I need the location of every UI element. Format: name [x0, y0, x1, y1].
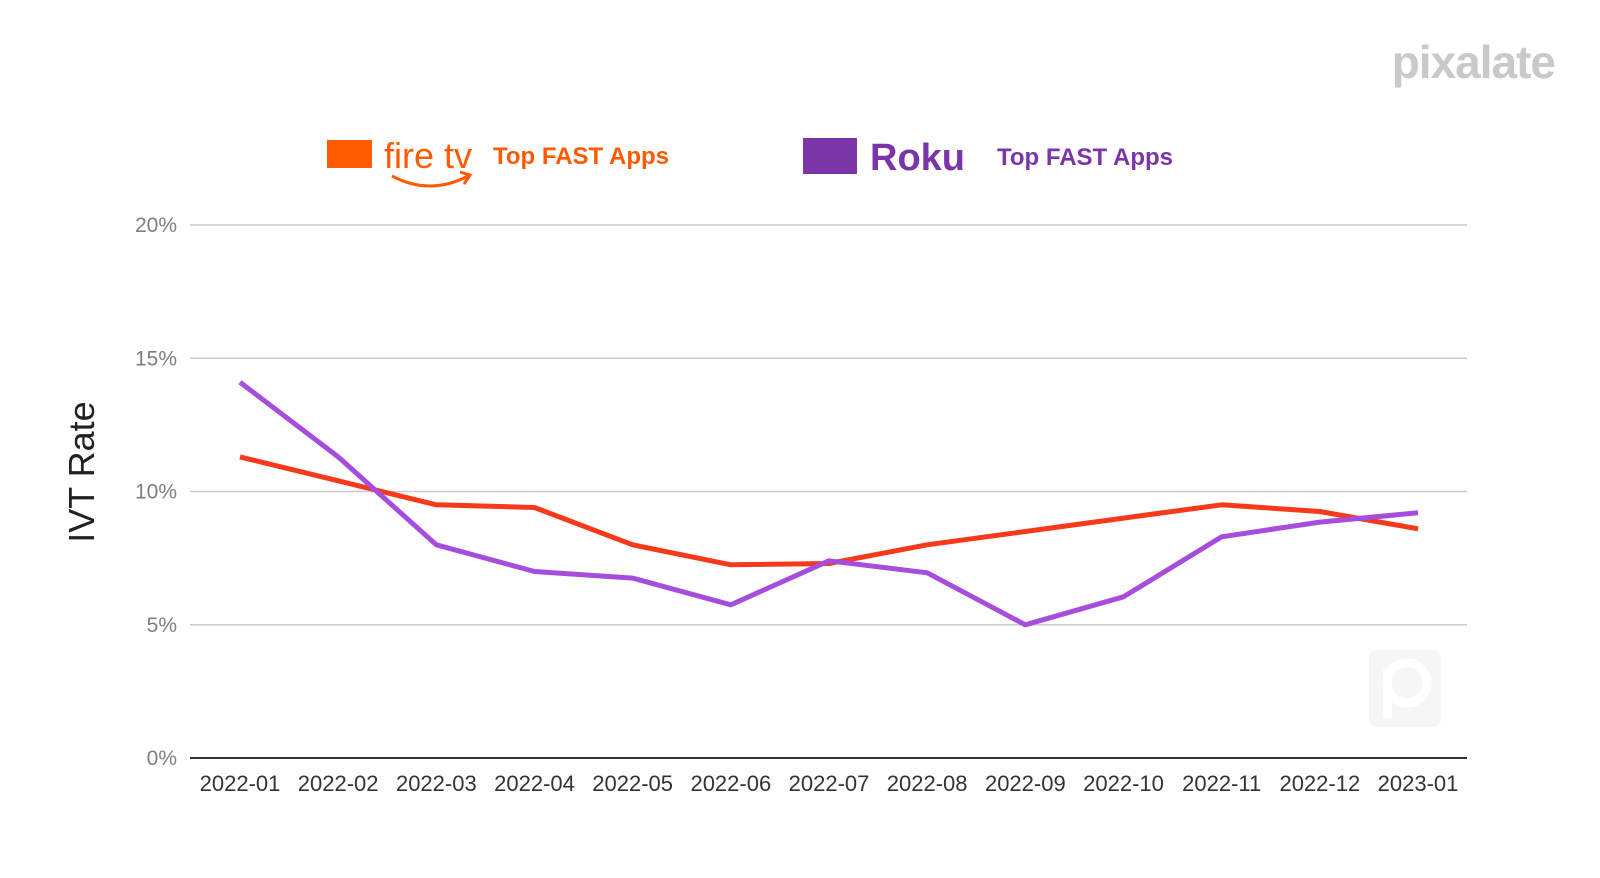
legend-brand-firetv: fire tv [384, 135, 472, 176]
x-tick-label: 2022-05 [592, 771, 673, 796]
legend-item-roku: Roku Top FAST Apps [803, 137, 1173, 179]
x-tick-label: 2022-06 [690, 771, 771, 796]
x-tick-label: 2022-08 [887, 771, 968, 796]
x-tick-label: 2022-01 [200, 771, 281, 796]
legend-label-firetv: Top FAST Apps [493, 143, 669, 170]
series-lines [238, 380, 1419, 628]
y-tick-label: 15% [135, 347, 177, 370]
pixalate-p-icon [1369, 650, 1441, 727]
legend-item-firetv: fire tv Top FAST Apps [327, 135, 669, 188]
y-tick-label: 10% [135, 481, 177, 504]
amazon-smile-arrow [459, 170, 473, 185]
x-tick-label: 2022-03 [396, 771, 477, 796]
grid [190, 224, 1467, 759]
y-tick-label: 5% [147, 614, 177, 637]
y-tick-label: 20% [135, 214, 177, 237]
series-line-firetv [239, 454, 1419, 568]
y-axis-ticks: 0% 5% 10% 15% 20% [135, 214, 177, 770]
legend-swatch-firetv [327, 140, 372, 168]
x-tick-label: 2022-04 [494, 771, 575, 796]
x-tick-label: 2022-02 [298, 771, 379, 796]
legend-brand-roku: Roku [870, 137, 965, 179]
y-axis-label: IVT Rate [61, 401, 102, 542]
x-tick-label: 2022-09 [985, 771, 1066, 796]
x-tick-label: 2022-10 [1083, 771, 1164, 796]
pixalate-logo: pixalate [1392, 36, 1556, 88]
x-tick-label: 2023-01 [1378, 771, 1459, 796]
x-tick-label: 2022-12 [1279, 771, 1360, 796]
y-tick-label: 0% [147, 747, 177, 770]
x-axis-ticks: 2022-01 2022-02 2022-03 2022-04 2022-05 2022-… [200, 771, 1459, 796]
legend-label-roku: Top FAST Apps [997, 144, 1173, 171]
x-tick-label: 2022-11 [1182, 771, 1261, 796]
series-line-roku [238, 380, 1419, 628]
legend-swatch-roku [803, 138, 857, 174]
amazon-smile-icon [391, 174, 469, 188]
x-tick-label: 2022-07 [789, 771, 870, 796]
